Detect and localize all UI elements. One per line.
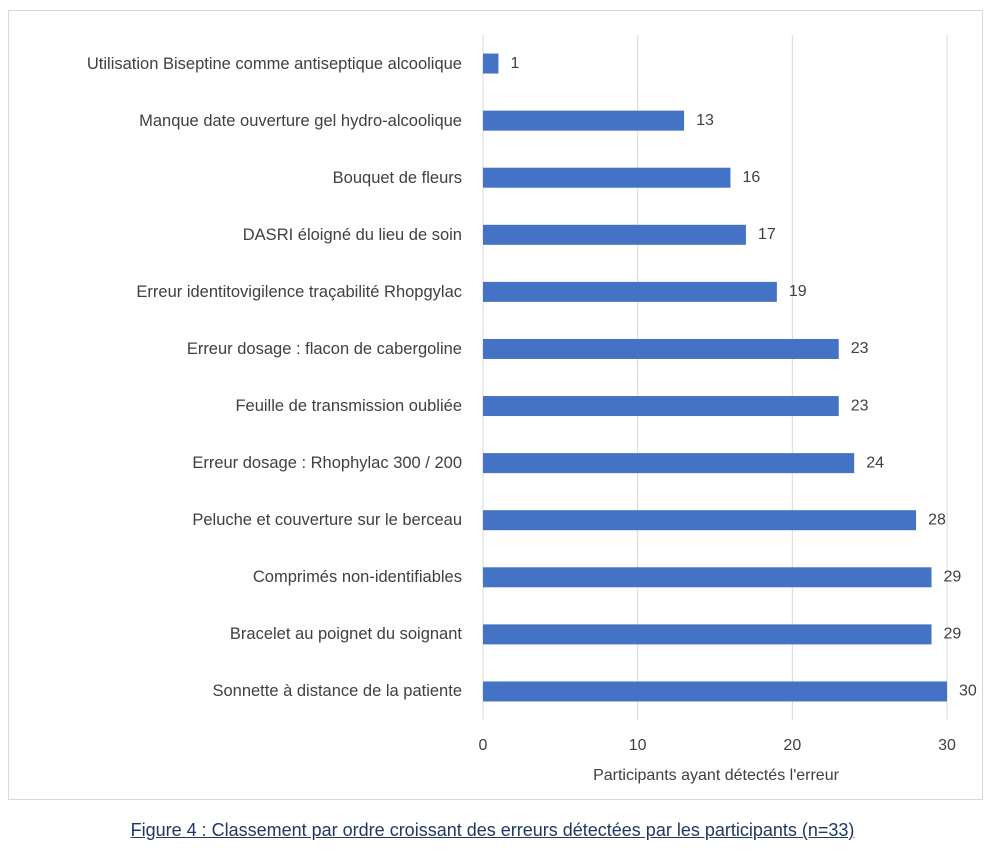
value-label: 23 (851, 340, 869, 357)
x-tick-label: 20 (783, 737, 801, 754)
caption: Figure 4 : Classement par ordre croissan… (130, 820, 855, 840)
y-tick-label: Utilisation Biseptine comme antiseptique… (86, 54, 462, 73)
bar (483, 224, 746, 245)
value-label: 30 (959, 683, 977, 700)
y-tick-label: Sonnette à distance de la patiente (212, 682, 462, 701)
y-tick-label: Bracelet au poignet du soignant (229, 625, 462, 644)
bar (483, 681, 947, 702)
y-tick-label: Manque date ouverture gel hydro-alcooliq… (139, 111, 462, 130)
y-tick-label: Feuille de transmission oubliée (235, 397, 462, 416)
x-tick-label: 10 (629, 737, 647, 754)
y-tick-label: Comprimés non-identifiables (252, 568, 462, 587)
y-tick-label: Peluche et couverture sur le berceau (192, 511, 462, 530)
value-label: 1 (510, 55, 519, 72)
bar (483, 167, 731, 188)
y-tick-label: Bouquet de fleurs (332, 168, 462, 187)
value-label: 23 (851, 397, 869, 414)
y-tick-label: Erreur identitovigilence traçabilité Rho… (136, 282, 462, 301)
value-label: 29 (944, 626, 962, 643)
y-tick-label: Erreur dosage : flacon de cabergoline (186, 339, 462, 358)
x-tick-label: 30 (938, 737, 956, 754)
bar (483, 396, 839, 417)
bar (483, 110, 685, 131)
value-label: 13 (696, 112, 714, 129)
value-label: 19 (789, 283, 807, 300)
bar (483, 567, 932, 588)
bar (483, 281, 777, 302)
x-axis-label: Participants ayant détectés l'erreur (593, 767, 840, 784)
value-label: 17 (758, 226, 776, 243)
value-label: 28 (928, 511, 946, 528)
y-tick-label: DASRI éloigné du lieu de soin (242, 225, 462, 244)
value-label: 24 (866, 454, 884, 471)
value-label: 29 (944, 569, 962, 586)
chart-frame (8, 10, 983, 800)
value-label: 16 (742, 169, 760, 186)
bar (483, 453, 855, 474)
bar (483, 338, 839, 359)
bar (483, 510, 917, 531)
bar (483, 624, 932, 645)
x-tick-label: 0 (479, 737, 488, 754)
y-tick-label: Erreur dosage : Rhophylac 300 / 200 (192, 454, 462, 473)
bar (483, 53, 499, 74)
